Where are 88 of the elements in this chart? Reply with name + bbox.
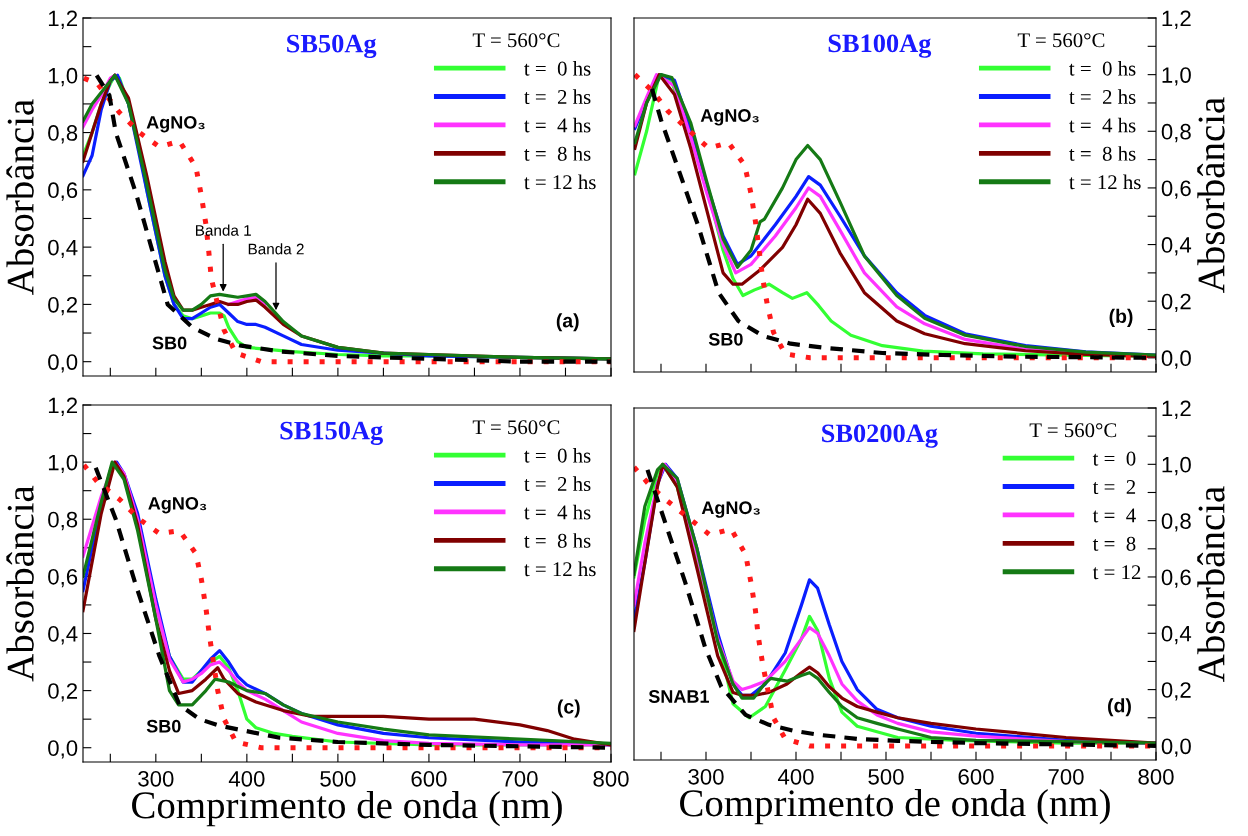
y-tick-label: 1,2 xyxy=(48,397,78,416)
annotation: (b) xyxy=(1109,308,1133,327)
x-tick-label: 600 xyxy=(958,768,994,785)
y2-tick-label: 0,8 xyxy=(1161,123,1191,143)
y2-axis-title: Absorbância xyxy=(1197,97,1225,293)
x-axis-title: Comprimento de onda (nm) xyxy=(132,791,562,827)
y-tick-label: 1,0 xyxy=(48,454,78,474)
y2-tick-label: 1,2 xyxy=(1162,400,1191,419)
y2-tick-label: 0,6 xyxy=(1161,569,1191,588)
legend-label: t = 8 hs xyxy=(524,146,591,161)
text: SB100Ag xyxy=(828,34,932,58)
legend-label: t = 4 hs xyxy=(1069,117,1136,133)
text: SB150Ag xyxy=(280,421,383,445)
annotation: AgNO₃ xyxy=(700,109,759,126)
annotation: AgNO₃ xyxy=(148,496,207,514)
legend-label: t = 12 xyxy=(1092,565,1141,580)
y2-tick-label: 0,6 xyxy=(1161,180,1191,199)
y2-axis-title: Absorbância xyxy=(1197,486,1225,682)
legend-label: t = 12 hs xyxy=(524,561,596,577)
annotation: SB0 xyxy=(146,719,181,733)
x-tick-label: 300 xyxy=(138,770,174,787)
legend-title: T = 560°C xyxy=(472,420,560,435)
text: SB0200Ag xyxy=(822,424,938,448)
legend-title: T = 560°C xyxy=(1029,423,1117,438)
legend-label: t = 2 hs xyxy=(1069,89,1136,105)
y2-tick-label: 0,2 xyxy=(1161,293,1191,313)
annotation: SB0 xyxy=(152,336,187,350)
x-tick-label: 800 xyxy=(1138,768,1174,785)
y-tick-label: 0,0 xyxy=(48,740,78,759)
y-tick-label: 0,0 xyxy=(48,354,78,373)
legend-label: t = 2 hs xyxy=(524,89,591,105)
y2-tick-label: 0,0 xyxy=(1161,738,1191,757)
y-tick-label: 0,2 xyxy=(48,296,78,316)
x-tick-label: 700 xyxy=(1048,768,1084,785)
legend-label: t = 0 hs xyxy=(524,60,591,76)
annotation: AgNO₃ xyxy=(146,115,205,133)
legend-label: t = 4 hs xyxy=(524,117,591,133)
x-tick-label: 700 xyxy=(502,770,538,787)
x-tick-label: 400 xyxy=(777,768,814,785)
legend-label: t = 0 hs xyxy=(524,447,591,463)
annotation: Banda 1 xyxy=(195,224,251,236)
legend-label: t = 12 hs xyxy=(1069,174,1141,190)
legend-label: t = 0 xyxy=(1092,451,1136,466)
annotation: Banda 2 xyxy=(248,243,304,255)
annotation: (a) xyxy=(556,313,579,332)
annotation: SNAB1 xyxy=(648,690,709,703)
y2-tick-label: 1,0 xyxy=(1162,456,1191,476)
y2-tick-label: 0,2 xyxy=(1161,682,1191,701)
y-tick-label: 0,4 xyxy=(48,626,78,645)
y-tick-label: 1,2 xyxy=(48,10,78,29)
legend-label: t = 4 xyxy=(1092,508,1136,523)
y2-tick-label: 1,2 xyxy=(1162,10,1191,29)
text: SB50Ag xyxy=(287,34,377,59)
annotation: AgNO₃ xyxy=(701,501,760,518)
y-axis-title: Absorbância xyxy=(6,485,34,682)
y-tick-label: 0,8 xyxy=(48,125,78,144)
legend-label: t = 12 hs xyxy=(524,174,596,190)
x-tick-label: 400 xyxy=(228,770,265,787)
legend-title: T = 560°C xyxy=(1017,33,1105,48)
legend-label: t = 8 xyxy=(1092,536,1136,551)
y-tick-label: 0,4 xyxy=(48,239,78,259)
legend-label: t = 8 hs xyxy=(1069,146,1136,161)
annotation: SB0 xyxy=(708,332,743,346)
x-axis-title: Comprimento de onda (nm) xyxy=(680,789,1110,825)
y-tick-label: 0,8 xyxy=(48,511,78,531)
legend-label: t = 2 hs xyxy=(524,476,591,492)
x-tick-label: 500 xyxy=(868,768,904,785)
legend-label: t = 2 xyxy=(1092,480,1136,495)
x-tick-label: 500 xyxy=(320,770,356,787)
legend-label: t = 0 hs xyxy=(1069,60,1136,76)
y2-tick-label: 1,0 xyxy=(1162,67,1191,86)
x-tick-label: 300 xyxy=(688,768,724,785)
y2-tick-label: 0,8 xyxy=(1161,513,1191,532)
legend-label: t = 4 hs xyxy=(524,504,591,520)
y2-tick-label: 0,4 xyxy=(1161,237,1192,256)
annotation: (d) xyxy=(1108,698,1131,717)
x-tick-label: 600 xyxy=(411,770,447,787)
y2-tick-label: 0,4 xyxy=(1161,625,1192,645)
y-tick-label: 1,0 xyxy=(48,67,78,87)
y-tick-label: 0,2 xyxy=(48,683,78,702)
x-tick-label: 800 xyxy=(593,770,629,787)
y-tick-label: 0,6 xyxy=(48,568,78,588)
legend-label: t = 8 hs xyxy=(524,533,591,548)
y-axis-title: Absorbância xyxy=(6,99,34,295)
legend-title: T = 560°C xyxy=(472,33,560,48)
y2-tick-label: 0,0 xyxy=(1161,350,1191,369)
annotation: (c) xyxy=(557,699,580,718)
y-tick-label: 0,6 xyxy=(48,182,78,201)
